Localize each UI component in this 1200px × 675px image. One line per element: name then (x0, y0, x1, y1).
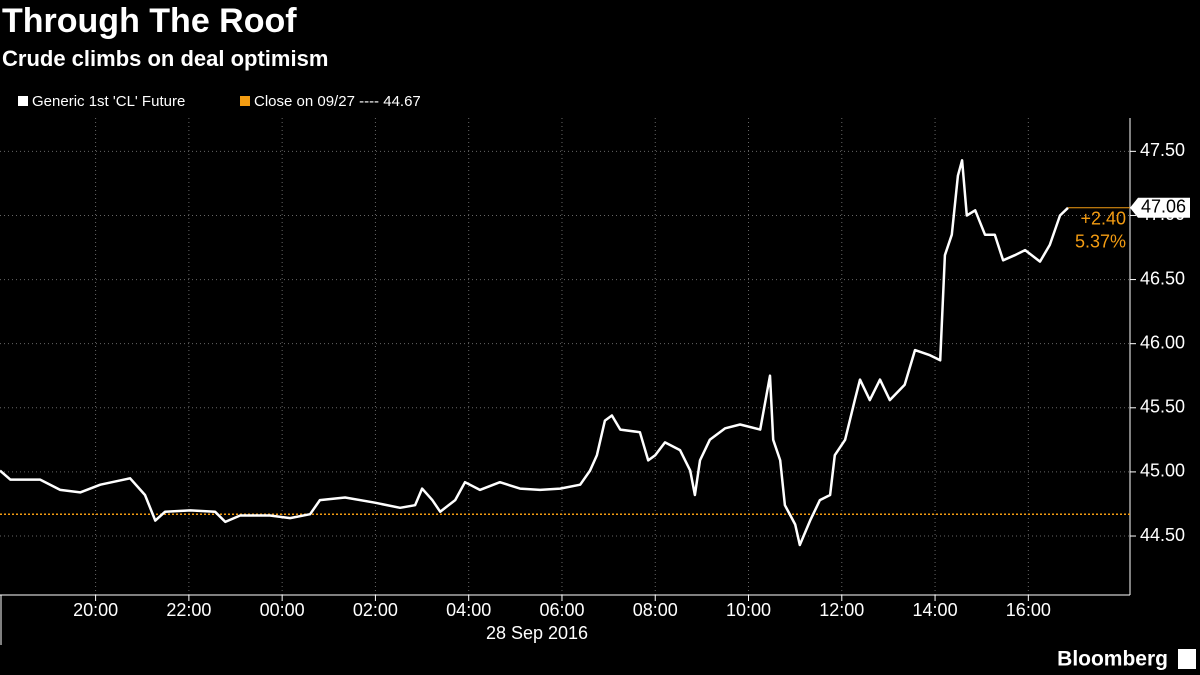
x-tick-label: 04:00 (446, 600, 491, 620)
x-tick-label: 10:00 (726, 600, 771, 620)
x-sublabel: 28 Sep 2016 (486, 623, 588, 643)
x-tick-label: 12:00 (819, 600, 864, 620)
logo-icon (1178, 649, 1196, 669)
x-tick-label: 22:00 (166, 600, 211, 620)
legend-swatch (240, 96, 250, 106)
x-tick-label: 02:00 (353, 600, 398, 620)
legend-label: Generic 1st 'CL' Future (32, 93, 185, 110)
x-tick-label: 06:00 (539, 600, 584, 620)
chart-subtitle: Crude climbs on deal optimism (2, 46, 328, 71)
last-value-label: 47.06 (1141, 197, 1186, 217)
x-tick-label: 16:00 (1006, 600, 1051, 620)
legend-label: Close on 09/27 ---- 44.67 (254, 93, 421, 110)
chart-title: Through The Roof (2, 2, 297, 40)
y-tick-label: 45.50 (1140, 397, 1185, 417)
y-tick-label: 47.50 (1140, 140, 1185, 160)
change-pct-label: 5.37% (1075, 232, 1126, 252)
y-tick-label: 46.50 (1140, 268, 1185, 288)
source-logo: Bloomberg (1057, 648, 1168, 671)
x-tick-label: 08:00 (633, 600, 678, 620)
x-tick-label: 00:00 (260, 600, 305, 620)
x-tick-label: 14:00 (913, 600, 958, 620)
y-tick-label: 46.00 (1140, 332, 1185, 352)
legend-swatch (18, 96, 28, 106)
last-value-box (1130, 197, 1190, 218)
y-tick-label: 44.50 (1140, 525, 1185, 545)
change-label: +2.40 (1080, 209, 1126, 229)
y-tick-label: 45.00 (1140, 461, 1185, 481)
x-tick-label: 20:00 (73, 600, 118, 620)
price-line (0, 159, 1069, 547)
